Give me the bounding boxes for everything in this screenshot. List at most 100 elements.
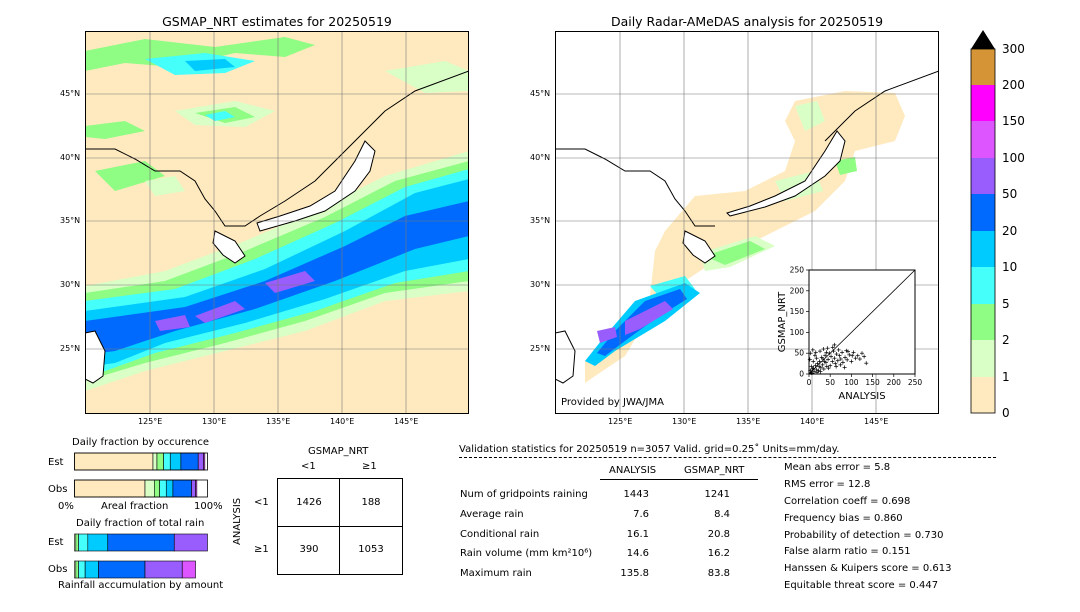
scatter-point	[840, 360, 845, 365]
data-credit: Provided by JWA/JMA	[561, 397, 664, 408]
contingency-col-label-ge1: ≥1	[362, 461, 377, 472]
stats-row-analysis: 14.6	[626, 548, 649, 559]
scatter-point	[809, 364, 814, 369]
left-lon-label-125: 125°E	[138, 417, 163, 426]
scatter-point	[829, 354, 834, 359]
scatter-point	[857, 357, 862, 362]
colorbar-label-0: 0	[1002, 406, 1010, 420]
stats-row-label: Maximum rain	[460, 568, 532, 579]
contingency-row-label-lt1: <1	[254, 497, 269, 508]
scatter-point	[831, 349, 836, 354]
scatter-point	[864, 361, 869, 366]
total-rain-segment	[181, 560, 196, 579]
occurrence-bars	[74, 452, 208, 498]
contingency-col-label-lt1: <1	[301, 461, 316, 472]
colorbar-label-100: 100	[1002, 151, 1025, 165]
colorbar-label-2: 2	[1002, 333, 1010, 347]
occurrence-segment	[74, 479, 146, 498]
scatter-point	[834, 364, 839, 369]
scatter-point	[843, 355, 848, 360]
colorbar-swatch-50-100	[971, 158, 995, 194]
score-rms-error: RMS error = 12.8	[784, 479, 871, 490]
right-lon-label-125: 125°E	[608, 417, 633, 426]
scatter-point	[820, 357, 825, 362]
occurrence-segment	[172, 479, 192, 498]
colorbar-swatch-100-150	[971, 121, 995, 158]
right-lon-label-145: 145°E	[864, 417, 889, 426]
scatter-point	[842, 365, 847, 370]
stats-row-gsmap: 1241	[704, 489, 730, 500]
scatter-xlabel: ANALYSIS	[838, 391, 885, 402]
scatter-yticks: 0 50 100 150 200 250	[790, 266, 809, 379]
occurrence-bar-frame	[74, 452, 208, 471]
scatter-point	[855, 353, 860, 358]
colorbar-swatch-2-5	[971, 304, 995, 340]
scatter-point	[815, 370, 820, 375]
occurrence-segment	[156, 452, 164, 471]
scatter-ytick-label: 0	[799, 370, 804, 379]
score-hk: Hanssen & Kuipers score = 0.613	[784, 563, 952, 574]
occurrence-segment	[191, 479, 196, 498]
scatter-ytick-label: 250	[790, 266, 805, 275]
occurrence-obs-label: Obs	[48, 484, 68, 495]
total-rain-segment	[173, 533, 208, 552]
colorbar-label-50: 50	[1002, 187, 1018, 201]
scatter-point	[834, 352, 839, 357]
occurrence-segment	[203, 452, 206, 471]
scatter-point	[822, 359, 827, 364]
scatter-point	[862, 354, 867, 359]
right-map-title: Daily Radar-AMeDAS analysis for 20250519	[610, 14, 884, 29]
scatter-point	[811, 359, 816, 364]
colorbar-swatch-200-300	[971, 49, 995, 85]
scatter-point	[836, 347, 841, 352]
left-map-grid	[85, 31, 469, 414]
total-rain-segment	[144, 560, 183, 579]
score-frequency-bias: Frequency bias = 0.860	[784, 513, 903, 524]
contingency-cell-lt1-lt1: 1426	[296, 497, 322, 508]
score-pod: Probability of detection = 0.730	[784, 530, 944, 541]
stats-col-analysis: ANALYSIS	[609, 465, 657, 476]
contingency-col-header: GSMAP_NRT	[308, 446, 369, 457]
contingency-table: 1426 188 390 1053	[277, 478, 403, 575]
occurrence-bar-frame	[74, 479, 208, 498]
occurrence-segment	[74, 452, 154, 471]
scatter-point	[833, 361, 838, 366]
left-map-rain-north	[85, 37, 469, 196]
left-lon-label-140: 140°E	[330, 417, 355, 426]
left-lon-label-135: 135°E	[266, 417, 291, 426]
stats-row-analysis: 135.8	[620, 568, 649, 579]
colorbar-swatch-1-2	[971, 340, 995, 377]
colorbar-swatch-20-50	[971, 194, 995, 231]
scatter-ytick-label: 50	[794, 349, 804, 358]
scatter-point	[830, 345, 835, 350]
scatter-point	[823, 360, 828, 365]
scatter-point	[813, 350, 818, 355]
scatter-point	[818, 349, 823, 354]
scatter-ytick-label: 150	[790, 307, 805, 316]
contingency-row-label-ge1: ≥1	[254, 544, 269, 555]
occurrence-segment	[197, 452, 204, 471]
colorbar-label-5: 5	[1002, 297, 1010, 311]
contingency-cell-lt1-ge1: 188	[361, 497, 381, 508]
scatter-xtick-label: 150	[865, 378, 880, 387]
stats-row-analysis: 7.6	[633, 509, 649, 520]
occurrence-segment	[154, 479, 160, 498]
occurrence-xtick-100: 100%	[194, 501, 223, 512]
scatter-point	[821, 347, 826, 352]
total-rain-segment	[87, 533, 109, 552]
contingency-row-header: ANALYSIS	[232, 497, 243, 545]
scatter-point	[821, 367, 826, 372]
scatter-point	[817, 364, 822, 369]
colorbar-label-1: 1	[1002, 370, 1010, 384]
stats-row-gsmap: 8.4	[714, 509, 730, 520]
left-lon-label-130: 130°E	[202, 417, 227, 426]
stats-header: Validation statistics for 20250519 n=305…	[459, 444, 840, 455]
left-map-title: GSMAP_NRT estimates for 20250519	[162, 14, 392, 29]
total-rain-segment	[78, 533, 89, 552]
scatter-point	[849, 359, 854, 364]
scatter-xtick-label: 200	[887, 378, 902, 387]
score-correlation: Correlation coeff = 0.698	[784, 496, 911, 507]
left-map-land	[85, 31, 469, 384]
scatter-point	[817, 359, 822, 364]
stats-row-label: Rain volume (mm km²10⁶)	[460, 548, 593, 559]
